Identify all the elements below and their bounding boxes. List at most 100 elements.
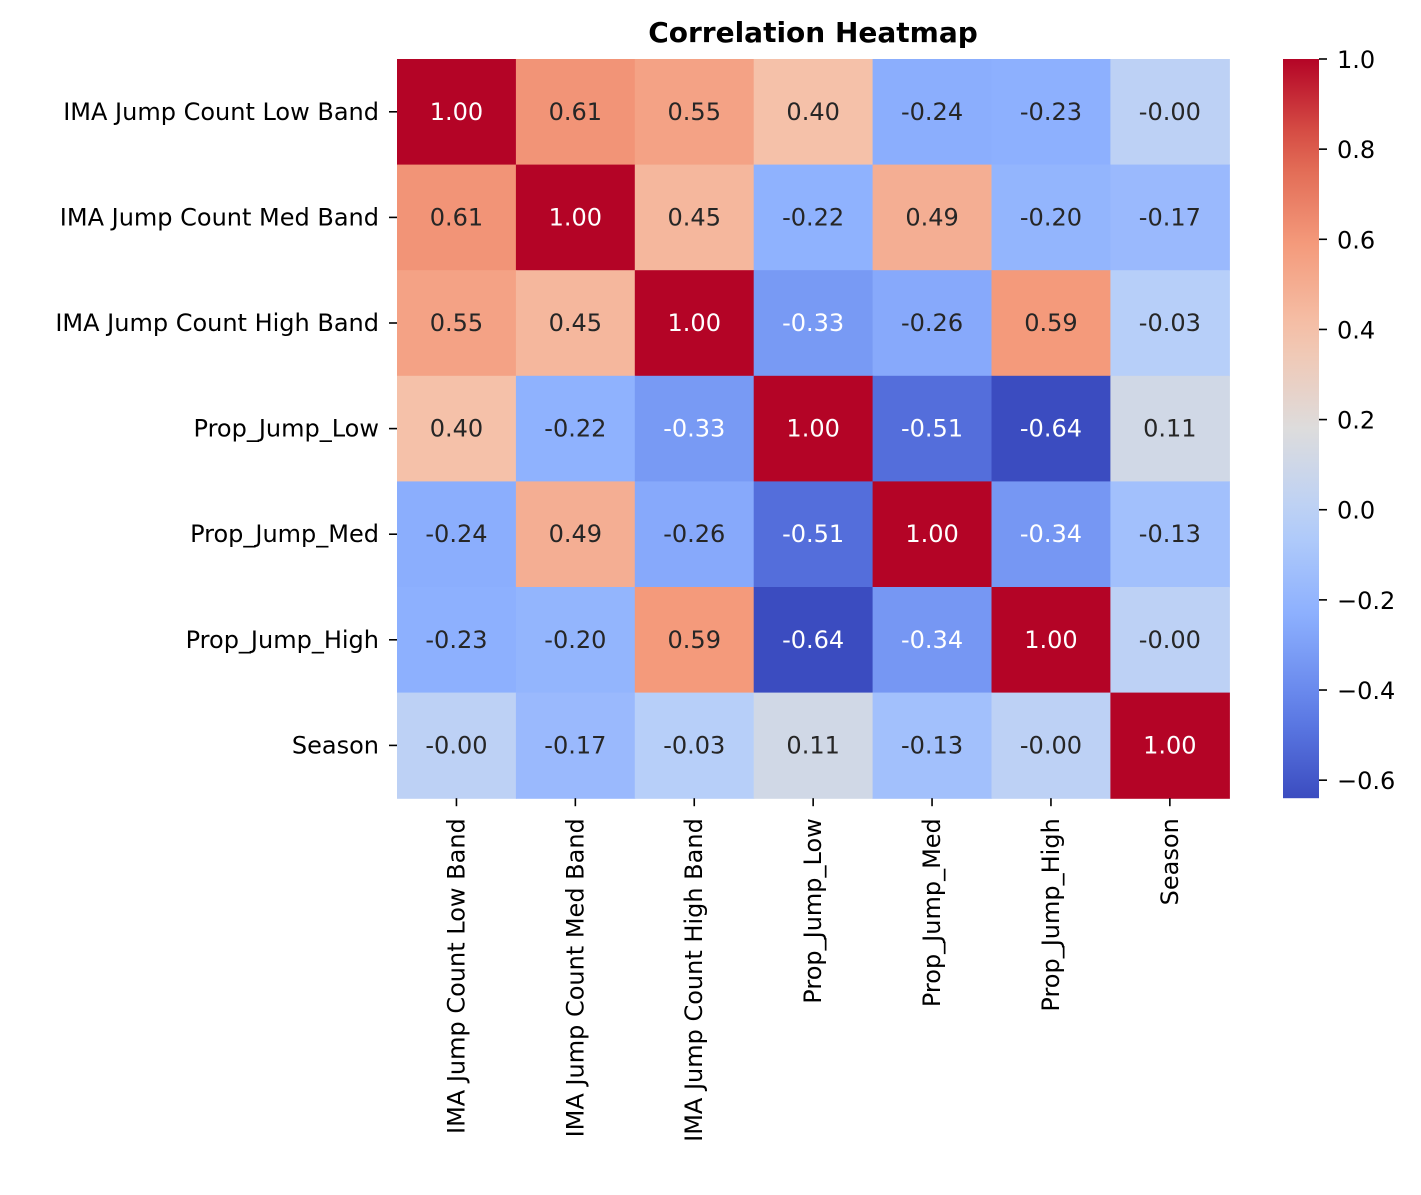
- chart-title: Correlation Heatmap: [648, 16, 978, 49]
- colorbar-gradient: [1283, 59, 1319, 799]
- heatmap-cell-label: 0.59: [668, 626, 721, 654]
- heatmap-cell: [515, 270, 636, 377]
- colorbar-tick-label: 0.6: [1337, 226, 1375, 254]
- heatmap-cell: [753, 481, 874, 588]
- heatmap-cell: [1110, 270, 1230, 377]
- heatmap-cell-label: -0.17: [1139, 203, 1201, 231]
- heatmap-cell: [872, 692, 993, 799]
- heatmap-cell-label: -0.34: [901, 626, 963, 654]
- heatmap-cell: [634, 587, 755, 694]
- heatmap-cell: [1110, 692, 1230, 799]
- heatmap-cell: [397, 59, 517, 166]
- heatmap-cell: [515, 375, 636, 482]
- heatmap-cell: [634, 164, 755, 271]
- heatmap-cell-label: 0.59: [1024, 309, 1077, 337]
- heatmap-cell-label: -0.26: [663, 520, 725, 548]
- heatmap-cell: [872, 270, 993, 377]
- heatmap-cell-label: -0.23: [425, 626, 487, 654]
- y-tick-label: IMA Jump Count Low Band: [63, 98, 379, 126]
- heatmap-cell-label: -0.00: [1020, 731, 1082, 759]
- heatmap-cell: [397, 270, 517, 377]
- heatmap-cell-label: -0.20: [544, 626, 606, 654]
- heatmap-cell-label: 1.00: [430, 98, 483, 126]
- y-tick-label: Prop_Jump_High: [186, 626, 379, 654]
- heatmap-cell-label: 1.00: [1143, 731, 1196, 759]
- heatmap-cell: [753, 164, 874, 271]
- heatmap-cell-label: -0.00: [425, 731, 487, 759]
- colorbar: 1.0 0.8 0.6 0.4 0.2 0.0 −0.2 −0.4 −0.6: [1283, 46, 1395, 799]
- x-tick-label: Season: [1156, 818, 1184, 905]
- y-axis: IMA Jump Count Low Band IMA Jump Count Me…: [55, 98, 397, 759]
- heatmap-cell: [753, 270, 874, 377]
- heatmap-cell-label: 0.40: [430, 415, 483, 443]
- heatmap-cell-label: 1.00: [786, 415, 839, 443]
- heatmap-cell: [634, 59, 755, 166]
- x-tick-label: Prop_Jump_Med: [918, 818, 946, 1007]
- heatmap-cell: [991, 164, 1111, 271]
- heatmap-cell-label: 0.49: [905, 203, 958, 231]
- heatmap-cell: [634, 692, 755, 799]
- x-tick-label: Prop_Jump_High: [1037, 818, 1065, 1011]
- heatmap-cell-label: -0.17: [544, 731, 606, 759]
- heatmap-cell: [991, 481, 1111, 588]
- heatmap-cell: [634, 481, 755, 588]
- y-tick-label: IMA Jump Count High Band: [55, 309, 379, 337]
- heatmap-cell: [753, 587, 874, 694]
- heatmap-cell-label: -0.23: [1020, 98, 1082, 126]
- heatmap-cells: [397, 59, 1230, 799]
- x-tick-label: IMA Jump Count High Band: [680, 818, 708, 1142]
- y-tick-label: Prop_Jump_Med: [190, 520, 379, 548]
- heatmap-cell: [991, 375, 1111, 482]
- heatmap-cell: [397, 164, 517, 271]
- heatmap-cell: [753, 375, 874, 482]
- heatmap-cell: [1110, 59, 1230, 166]
- heatmap-cell-label: -0.00: [1139, 626, 1201, 654]
- heatmap-cell: [872, 59, 993, 166]
- heatmap-cell: [1110, 587, 1230, 694]
- colorbar-tick-label: 0.0: [1337, 497, 1375, 525]
- heatmap-cell: [872, 481, 993, 588]
- heatmap-cell: [753, 692, 874, 799]
- heatmap-cell-label: -0.64: [1020, 415, 1082, 443]
- y-tick-label: IMA Jump Count Med Band: [60, 203, 379, 231]
- colorbar-tick-label: 0.4: [1337, 316, 1375, 344]
- heatmap-cell-label: 0.61: [430, 203, 483, 231]
- heatmap-cell: [991, 692, 1111, 799]
- heatmap-cell: [397, 481, 517, 588]
- heatmap-cell-label: 0.11: [1143, 415, 1196, 443]
- heatmap-cell-label: 1.00: [1024, 626, 1077, 654]
- heatmap-cell-label: -0.20: [1020, 203, 1082, 231]
- colorbar-tick-label: −0.4: [1337, 677, 1395, 705]
- heatmap-cell-label: -0.13: [901, 731, 963, 759]
- heatmap-cell: [872, 164, 993, 271]
- y-tick-label: Prop_Jump_Low: [194, 415, 379, 443]
- heatmap-cell-label: -0.34: [1020, 520, 1082, 548]
- colorbar-tick-label: 0.8: [1337, 136, 1375, 164]
- x-tick-label: Prop_Jump_Low: [799, 818, 827, 1003]
- y-tick-label: Season: [292, 731, 379, 759]
- heatmap-cell-label: 1.00: [668, 309, 721, 337]
- heatmap-cell: [1110, 481, 1230, 588]
- heatmap-cell: [634, 270, 755, 377]
- heatmap-cell-label: -0.03: [663, 731, 725, 759]
- heatmap-cell: [1110, 375, 1230, 482]
- heatmap-cell-label: 0.40: [786, 98, 839, 126]
- heatmap-cell-label: 1.00: [905, 520, 958, 548]
- colorbar-tick-label: −0.6: [1337, 767, 1395, 795]
- heatmap-cell-label: 0.61: [549, 98, 602, 126]
- heatmap-cell-label: -0.22: [782, 203, 844, 231]
- heatmap-cell: [515, 692, 636, 799]
- heatmap-cell: [397, 587, 517, 694]
- heatmap-cell-label: -0.24: [425, 520, 487, 548]
- heatmap-cell-label: 1.00: [549, 203, 602, 231]
- colorbar-tick-label: 1.0: [1337, 46, 1375, 74]
- heatmap-cell: [515, 164, 636, 271]
- heatmap-cell: [991, 59, 1111, 166]
- heatmap-cell-label: 0.45: [549, 309, 602, 337]
- heatmap-cell: [397, 375, 517, 482]
- heatmap-cell: [872, 587, 993, 694]
- heatmap-cell: [515, 481, 636, 588]
- heatmap-cell-label: 0.49: [549, 520, 602, 548]
- colorbar-tick-label: 0.2: [1337, 407, 1375, 435]
